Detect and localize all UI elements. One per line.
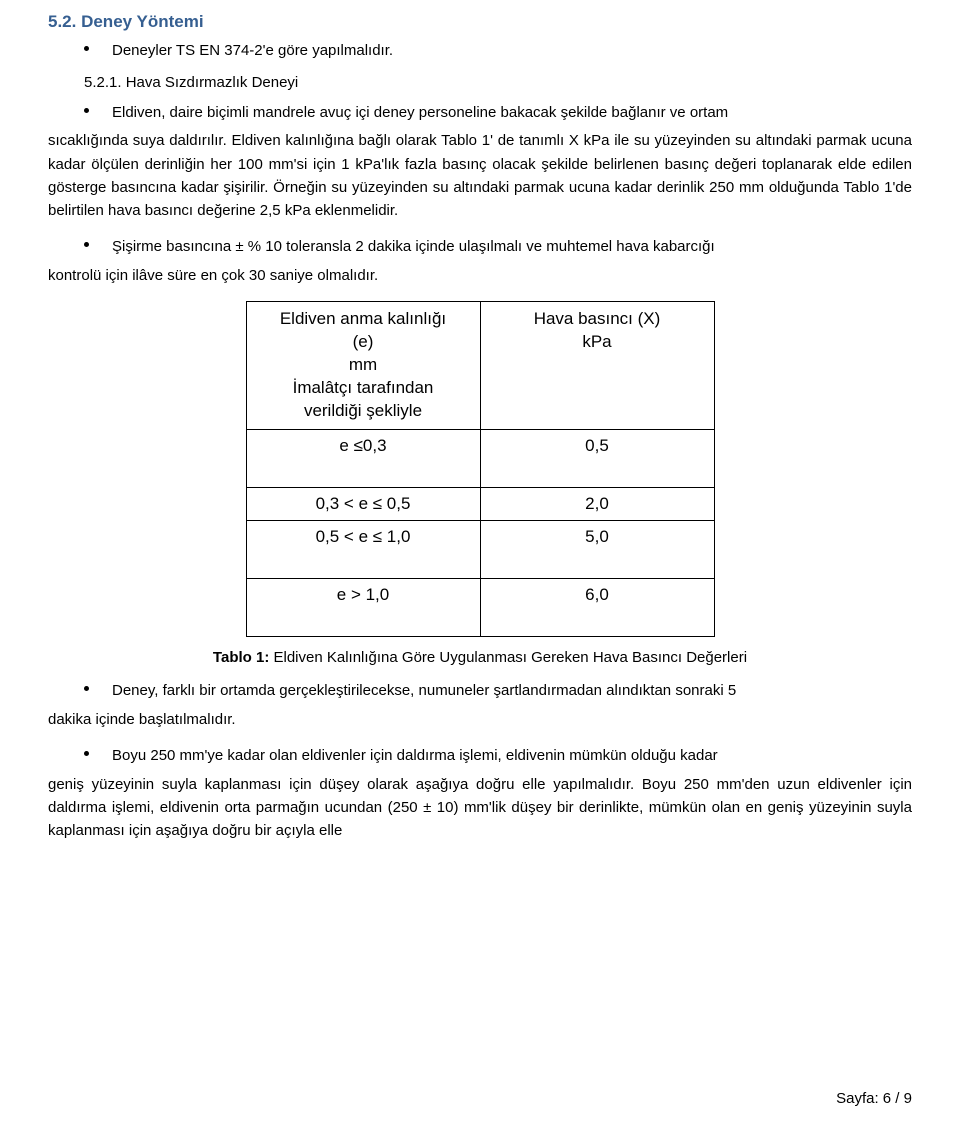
- table-header-cell: Eldiven anma kalınlığı (e) mm İmalâtçı t…: [246, 302, 480, 430]
- bullet-icon: [84, 686, 94, 691]
- table-cell: 0,3 < e ≤ 0,5: [246, 487, 480, 520]
- bullet-icon: [84, 751, 94, 756]
- table-cell: 0,5 < e ≤ 1,0: [246, 520, 480, 578]
- list-item: Boyu 250 mm'ye kadar olan eldivenler içi…: [84, 745, 912, 767]
- list-item: Şişirme basıncına ± % 10 toleransla 2 da…: [84, 236, 912, 258]
- paragraph: geniş yüzeyinin suyla kaplanması için dü…: [48, 773, 912, 843]
- table-header-cell: Hava basıncı (X) kPa: [480, 302, 714, 430]
- list-item: Deney, farklı bir ortamda gerçekleştiril…: [84, 680, 912, 702]
- bullet-text: Şişirme basıncına ± % 10 toleransla 2 da…: [112, 236, 912, 258]
- cell-line: Eldiven anma kalınlığı: [280, 309, 446, 328]
- cell-line: İmalâtçı tarafından: [293, 378, 434, 397]
- table-cell: 6,0: [480, 578, 714, 636]
- list-item: Eldiven, daire biçimli mandrele avuç içi…: [84, 102, 912, 124]
- pressure-table: Eldiven anma kalınlığı (e) mm İmalâtçı t…: [246, 301, 715, 637]
- cell-line: verildiği şekliyle: [304, 401, 422, 420]
- bullet-list: Deney, farklı bir ortamda gerçekleştiril…: [48, 680, 912, 702]
- bullet-text: Boyu 250 mm'ye kadar olan eldivenler içi…: [112, 745, 912, 767]
- bullet-list: Eldiven, daire biçimli mandrele avuç içi…: [48, 102, 912, 124]
- bullet-text: Deney, farklı bir ortamda gerçekleştiril…: [112, 680, 912, 702]
- table-cell: 0,5: [480, 429, 714, 487]
- paragraph: dakika içinde başlatılmalıdır.: [48, 708, 912, 731]
- section-heading: 5.2. Deney Yöntemi: [48, 12, 912, 32]
- page-footer: Sayfa: 6 / 9: [836, 1090, 912, 1107]
- table-cell: e ≤0,3: [246, 429, 480, 487]
- bullet-icon: [84, 242, 94, 247]
- table-cell: 5,0: [480, 520, 714, 578]
- caption-text: Eldiven Kalınlığına Göre Uygulanması Ger…: [269, 649, 747, 666]
- bullet-icon: [84, 108, 94, 113]
- bullet-icon: [84, 46, 94, 51]
- cell-line: mm: [349, 355, 377, 374]
- list-item: Deneyler TS EN 374-2'e göre yapılmalıdır…: [84, 40, 912, 62]
- bullet-list: Şişirme basıncına ± % 10 toleransla 2 da…: [48, 236, 912, 258]
- bullet-list: Boyu 250 mm'ye kadar olan eldivenler içi…: [48, 745, 912, 767]
- table-cell: e > 1,0: [246, 578, 480, 636]
- cell-line: (e): [353, 332, 374, 351]
- bullet-text: Eldiven, daire biçimli mandrele avuç içi…: [112, 102, 912, 124]
- bullet-text: Deneyler TS EN 374-2'e göre yapılmalıdır…: [112, 40, 912, 62]
- table-caption: Tablo 1: Eldiven Kalınlığına Göre Uygula…: [48, 649, 912, 666]
- caption-label: Tablo 1:: [213, 649, 269, 666]
- bullet-list: Deneyler TS EN 374-2'e göre yapılmalıdır…: [48, 40, 912, 62]
- table-cell: 2,0: [480, 487, 714, 520]
- subsection-number: 5.2.1. Hava Sızdırmazlık Deneyi: [48, 72, 912, 94]
- cell-line: kPa: [582, 332, 611, 351]
- paragraph: sıcaklığında suya daldırılır. Eldiven ka…: [48, 129, 912, 222]
- paragraph: kontrolü için ilâve süre en çok 30 saniy…: [48, 264, 912, 287]
- cell-line: Hava basıncı (X): [534, 309, 661, 328]
